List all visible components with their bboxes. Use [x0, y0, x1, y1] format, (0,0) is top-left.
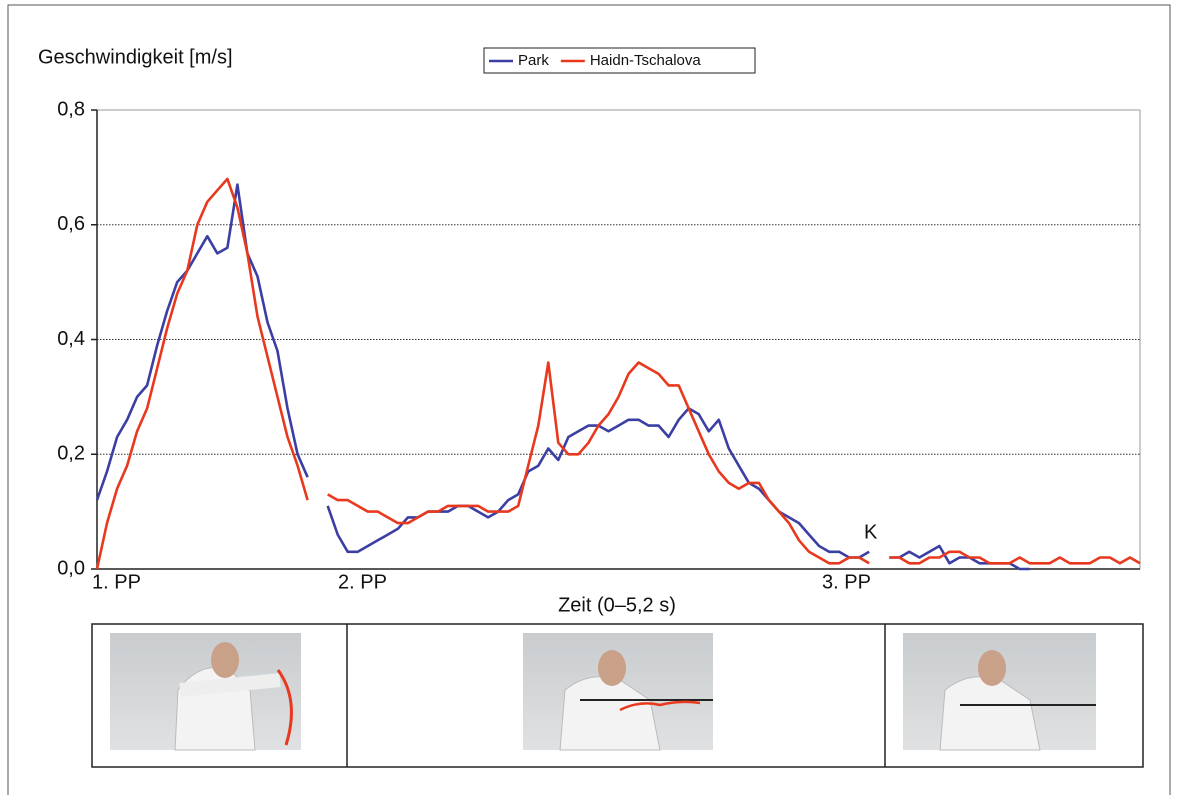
y-tick-label: 0,2 [57, 443, 85, 465]
phase-label: 1. PP [92, 571, 141, 593]
photo [523, 633, 713, 751]
photo-strip [91, 623, 1144, 768]
y-tick-label: 0,6 [57, 213, 85, 235]
data-line [95, 183, 1030, 571]
legend-label: Haidn-Tschalova [590, 52, 702, 69]
phase-label: 3. PP [822, 571, 871, 593]
legend-box [483, 47, 756, 74]
y-tick-label: 0,8 [57, 98, 85, 120]
legend-label: Park [518, 52, 549, 69]
legend: Park Haidn-Tschalova [489, 52, 701, 69]
y-tick-label: 0,0 [57, 557, 85, 579]
y-tick-label: 0,4 [57, 328, 85, 350]
x-axis-label: Zeit (0–5,2 s) [558, 594, 676, 616]
phase-label: 2. PP [338, 571, 387, 593]
annotation: K [864, 521, 878, 543]
frame [7, 4, 1171, 795]
photo [110, 633, 301, 751]
photo [903, 633, 1096, 751]
data-line [95, 177, 1141, 570]
chart-title: Geschwindigkeit [m/s] [38, 46, 233, 68]
